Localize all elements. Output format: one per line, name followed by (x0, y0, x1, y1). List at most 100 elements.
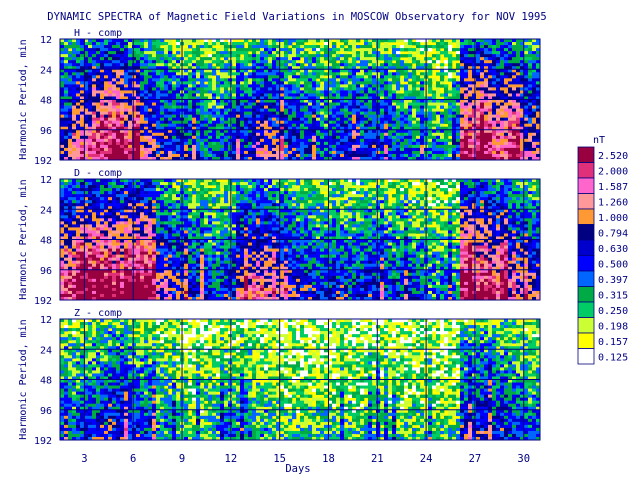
spectrum-cell (440, 141, 445, 146)
spectrum-cell (232, 99, 237, 103)
spectrum-cell (188, 63, 193, 67)
spectrum-cell (456, 135, 461, 140)
spectrum-cell (68, 206, 73, 210)
spectrum-cell (88, 269, 93, 274)
spectrum-cell (476, 135, 481, 140)
spectrum-cell (248, 75, 253, 79)
spectrum-cell (308, 126, 313, 131)
spectrum-cell (516, 144, 521, 149)
spectrum-cell (532, 96, 537, 100)
spectrum-cell (332, 147, 337, 152)
spectrum-cell (464, 135, 469, 140)
spectrum-cell (192, 144, 197, 149)
spectrum-cell (164, 150, 169, 155)
spectrum-cell (144, 60, 149, 64)
spectrum-cell (144, 138, 149, 143)
spectrum-cell (136, 54, 141, 58)
spectrum-cell (168, 51, 173, 55)
spectrum-cell (392, 138, 397, 143)
spectrum-cell (108, 141, 113, 146)
spectrum-cell (324, 123, 329, 128)
spectrum-cell (444, 84, 449, 88)
spectrum-cell (364, 81, 369, 85)
spectrum-cell (528, 156, 533, 161)
spectrum-cell (380, 138, 385, 143)
spectrum-cell (84, 191, 89, 195)
spectrum-cell (336, 75, 341, 79)
spectrum-cell (112, 81, 117, 85)
spectrum-cell (368, 84, 373, 88)
spectrum-cell (512, 72, 517, 76)
spectrum-cell (72, 111, 77, 115)
spectrum-cell (68, 150, 73, 155)
spectrum-cell (280, 60, 285, 64)
spectrum-cell (156, 60, 161, 64)
spectrum-cell (248, 105, 253, 109)
spectrum-cell (204, 126, 209, 131)
spectrum-cell (176, 87, 181, 91)
spectrum-cell (68, 75, 73, 79)
spectrum-cell (152, 120, 157, 124)
spectrum-cell (308, 153, 313, 158)
spectrum-cell (292, 120, 297, 124)
spectrum-cell (68, 245, 73, 249)
spectrum-cell (168, 120, 173, 124)
spectrum-cell (232, 66, 237, 70)
spectrum-cell (200, 93, 205, 97)
spectrum-cell (64, 194, 69, 198)
spectrum-cell (68, 69, 73, 73)
spectrum-cell (472, 60, 477, 64)
spectrum-cell (420, 60, 425, 64)
spectrum-cell (120, 132, 125, 137)
spectrum-cell (288, 135, 293, 140)
spectrum-cell (380, 144, 385, 149)
spectrum-cell (88, 206, 93, 210)
spectrum-cell (384, 147, 389, 152)
spectrum-cell (516, 60, 521, 64)
spectrum-cell (352, 54, 357, 58)
spectrum-cell (368, 150, 373, 155)
spectrum-cell (216, 153, 221, 158)
spectrum-cell (300, 69, 305, 73)
spectrum-cell (532, 111, 537, 115)
spectrum-cell (296, 63, 301, 67)
spectrum-cell (92, 179, 97, 183)
spectrum-cell (512, 108, 517, 112)
spectrum-cell (440, 42, 445, 46)
spectrum-cell (88, 287, 93, 292)
spectrum-cell (412, 135, 417, 140)
spectrum-cell (84, 99, 89, 103)
spectrum-cell (148, 57, 153, 61)
spectrum-cell (452, 99, 457, 103)
spectrum-cell (220, 90, 225, 94)
spectrum-cell (192, 117, 197, 121)
spectrum-cell (504, 114, 509, 118)
spectrum-cell (252, 141, 257, 146)
spectrum-cell (92, 99, 97, 103)
spectrum-cell (472, 150, 477, 155)
spectrum-cell (364, 69, 369, 73)
spectrum-cell (420, 93, 425, 97)
spectrum-cell (220, 150, 225, 155)
spectrum-cell (232, 135, 237, 140)
spectrum-cell (84, 39, 89, 43)
spectrum-cell (448, 150, 453, 155)
spectrum-cell (176, 144, 181, 149)
spectrum-cell (528, 135, 533, 140)
spectrum-cell (392, 75, 397, 79)
spectrum-cell (144, 75, 149, 79)
spectrum-cell (520, 132, 525, 137)
y-tick-label: 48 (40, 96, 52, 107)
spectrum-cell (144, 78, 149, 82)
spectrum-cell (332, 42, 337, 46)
spectrum-cell (72, 206, 77, 210)
spectrum-cell (224, 81, 229, 85)
spectrum-cell (84, 230, 89, 234)
spectrum-cell (88, 42, 93, 46)
spectrum-cell (536, 141, 541, 146)
spectrum-cell (416, 141, 421, 146)
spectrum-cell (360, 75, 365, 79)
spectrum-cell (320, 75, 325, 79)
spectrum-cell (88, 54, 93, 58)
spectrum-cell (128, 111, 133, 115)
